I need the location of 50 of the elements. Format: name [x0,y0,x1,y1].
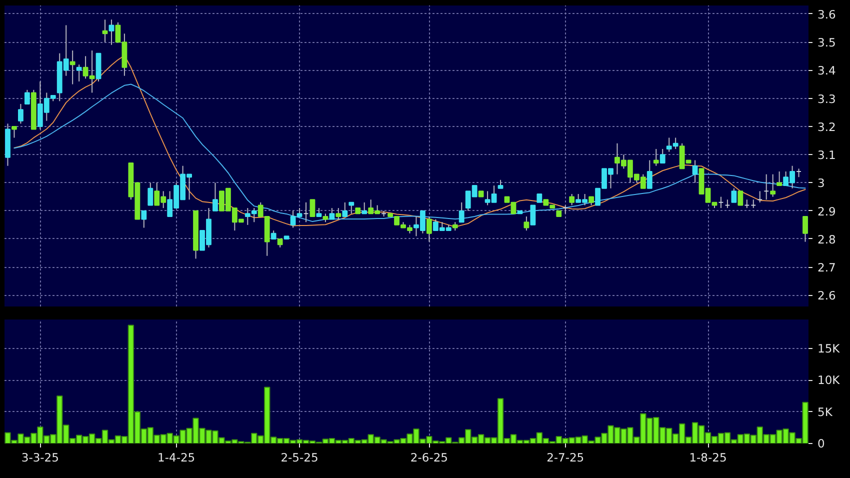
candlestick [738,190,744,206]
candlestick [692,160,698,184]
x-tick-label: 2-5-25 [280,450,318,464]
candlestick [530,204,536,226]
candlestick [148,182,154,206]
candlestick [24,89,30,104]
candlestick [141,210,147,228]
y-tick-label: 3.2 [818,120,836,134]
candlestick [76,64,82,82]
y-tick-label: 0 [818,436,825,450]
candlestick [802,216,808,242]
candlestick [770,174,776,198]
candlestick [310,199,316,217]
candlestick [348,202,354,214]
candlestick [426,216,432,242]
candlestick [569,193,575,206]
y-tick-label: 3.6 [818,7,836,22]
candlestick [646,160,652,189]
y-tick-label: 10K [818,373,840,388]
y-tick-label: 2.9 [818,204,836,218]
candlestick [336,208,342,220]
x-tick-label: 1-4-25 [158,450,196,464]
candlestick [660,148,666,164]
y-tick-label: 3.5 [818,36,836,50]
candlestick [653,148,659,166]
candlestick [12,126,17,138]
x-tick-label: 3-3-25 [21,450,59,464]
y-tick-label: 15K [818,342,840,356]
candlestick [458,202,464,223]
x-tick-label: 2-7-25 [546,450,584,464]
candlestick [329,208,335,220]
candlestick [108,19,114,46]
y-tick-label: 3.1 [818,148,836,162]
candlestick [524,216,530,232]
y-tick-label: 3 [818,176,825,190]
candlestick [342,202,348,217]
y-tick-label: 3.4 [818,64,836,78]
y-tick-label: 2.8 [818,232,836,246]
y-tick-label: 5K [818,404,833,419]
y-tick-label: 2.6 [818,288,836,303]
y-tick-label: 2.7 [818,260,836,275]
candlestick [731,188,737,203]
x-tick-label: 1-8-25 [689,450,727,464]
x-tick-label: 2-6-25 [410,450,448,464]
candlestick [18,103,24,124]
candlestick [212,182,218,212]
y-tick-label: 3.3 [818,92,836,106]
candlestick [776,170,782,186]
candlestick [362,202,368,214]
candlestick [70,50,76,85]
